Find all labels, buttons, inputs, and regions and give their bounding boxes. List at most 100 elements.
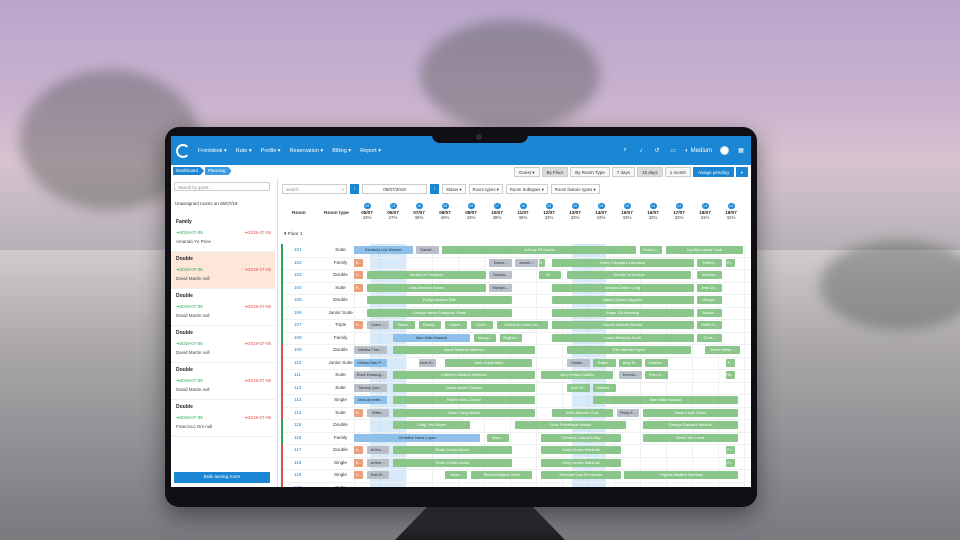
booking-bar[interactable]: Sarah Liane Dixon	[642, 408, 738, 417]
booking-bar[interactable]: Ti...	[725, 358, 736, 367]
by-room-type-button[interactable]: By Room Type	[570, 167, 610, 177]
search-icon[interactable]: ⌕	[623, 147, 627, 153]
booking-bar[interactable]: Kimberly Crédo Cu...	[497, 321, 548, 329]
booking-bar[interactable]: Jerry Fellea Castillo	[541, 371, 613, 379]
booking-bar[interactable]: Harold Salomé Woods	[551, 321, 694, 329]
booking-bar[interactable]: Kathy Cléopatre Laurence	[551, 258, 694, 267]
booking-bar[interactable]: Dennis...	[619, 371, 642, 379]
booking-bar[interactable]: Kathe...	[445, 321, 468, 329]
booking-bar[interactable]: Jean Annette...	[354, 396, 387, 404]
room-number[interactable]: 106	[294, 309, 302, 315]
booking-bar[interactable]: Carolyn Marie-Françoise Shaw	[367, 308, 512, 317]
booking-bar[interactable]: Robin Crédo Morris	[393, 458, 512, 467]
date-input[interactable]: 05/07/2019	[362, 183, 427, 194]
booking-bar[interactable]: Virginia Madline Martinez	[624, 471, 738, 479]
booking-bar[interactable]: Kimberly Lila Weaver	[354, 246, 413, 254]
avatar[interactable]	[720, 146, 729, 155]
booking-bar[interactable]: Arthur ...	[367, 446, 390, 454]
booking-bar[interactable]: Ralph...	[593, 358, 616, 367]
nav-billing[interactable]: Billing ▾	[332, 147, 352, 154]
booking-bar[interactable]: George Gaétane Medina	[642, 421, 738, 429]
assign-pending-dropdown[interactable]: ▾	[735, 167, 749, 177]
booking-bar[interactable]: Arthur ...	[367, 458, 390, 467]
inbox-icon[interactable]: ▭	[670, 148, 676, 154]
booking-bar[interactable]: Nancy...	[473, 333, 496, 342]
room-number[interactable]: 119	[294, 472, 302, 477]
booking-bar[interactable]: Jean Zh...	[697, 283, 723, 292]
booking-bar[interactable]: Craig Yéu Meyer	[393, 421, 470, 429]
booking-bar[interactable]: Shirley Ran P...	[354, 358, 387, 367]
booking-bar[interactable]: K...	[354, 321, 364, 329]
booking-bar[interactable]: Kelly Léonie Marshall	[541, 458, 621, 467]
booking-bar[interactable]: Mildred...	[593, 383, 616, 392]
booking-bar[interactable]: Chris...	[697, 333, 723, 342]
booking-bar[interactable]: Tammy...	[489, 271, 512, 279]
unassigned-card[interactable]: Double ➜2019-07-05 ➜2019-07-06 David Mar…	[171, 252, 275, 289]
booking-bar[interactable]: Amy M...	[619, 358, 642, 367]
booking-bar[interactable]: David...	[489, 258, 512, 267]
booking-bar[interactable]: Laura Séverine Scott	[551, 333, 694, 342]
booking-bar[interactable]: Robert Inès Cooper	[393, 396, 535, 404]
booking-bar[interactable]: Evelyn Andrés Ellis	[367, 296, 512, 304]
booking-bar[interactable]: Jessica...	[645, 358, 668, 367]
booking-bar[interactable]: Sarah Táng Walker	[393, 408, 535, 417]
booking-bar[interactable]: Vane...	[445, 471, 468, 479]
booking-bar[interactable]: Roger Zhi Kennedy	[551, 308, 694, 317]
nav-reservation[interactable]: Reservation ▾	[289, 147, 324, 154]
booking-bar[interactable]: Gregor...	[697, 296, 723, 304]
booking-bar[interactable]: Richard Mijane Wells	[471, 471, 533, 479]
guest-search-input[interactable]: Search by guest...	[174, 182, 270, 191]
room-number[interactable]: 115	[294, 422, 302, 427]
booking-bar[interactable]: Tammy Quo...	[354, 383, 387, 392]
room-types-filter[interactable]: Room types ▾	[468, 183, 503, 194]
booking-bar[interactable]: El...	[725, 458, 736, 467]
breadcrumb-planning[interactable]: Planning	[205, 167, 232, 175]
booking-bar[interactable]: Keith M...	[697, 321, 723, 329]
assign-pending-button[interactable]: Assign pending	[693, 167, 734, 177]
booking-bar[interactable]: Mary...	[486, 433, 509, 442]
nav-rate[interactable]: Rate ▾	[235, 147, 252, 154]
booking-bar[interactable]: Julia Zenobie Evans	[367, 283, 486, 292]
booking-bar[interactable]: Antonio Celine Long	[551, 283, 694, 292]
breadcrumb-dashboard[interactable]: Dashboard	[173, 167, 205, 175]
room-number[interactable]: 103	[294, 272, 302, 277]
booking-bar[interactable]: Rb...	[725, 371, 736, 379]
booking-bar[interactable]: Diane Yao Lewis	[642, 433, 738, 442]
room-number[interactable]: 102	[294, 259, 302, 265]
booking-bar[interactable]: Jane Ki...	[419, 358, 437, 367]
room-number[interactable]: 108	[294, 334, 302, 340]
booking-bar[interactable]: Jeffery...	[697, 258, 723, 267]
booking-bar[interactable]: Martin...	[567, 358, 590, 367]
booking-bar[interactable]: Martha Ther...	[354, 346, 387, 354]
seven-days-button[interactable]: 7 days	[611, 167, 635, 177]
booking-bar[interactable]: Donald To Alvarez	[567, 271, 691, 279]
booking-bar[interactable]: Kelly Léonie Marshall	[541, 446, 621, 454]
booking-bar[interactable]: Kevin L...	[640, 246, 663, 254]
floor-toggle[interactable]: ▾ Floor 1	[284, 232, 303, 237]
booking-bar[interactable]: Chris Frédérique Harper	[515, 421, 626, 429]
booking-bar[interactable]: K...	[354, 258, 364, 267]
booking-bar[interactable]: Earl Ei...	[367, 471, 390, 479]
bell-icon[interactable]: ♪	[639, 147, 643, 154]
bulk-assign-button[interactable]: Bulk assing room	[174, 472, 270, 483]
planning-search-input[interactable]: search ⌕	[282, 183, 347, 194]
booking-bar[interactable]: Andrew...	[697, 271, 723, 279]
booking-bar[interactable]: Gerald Lei Simpson	[367, 271, 486, 279]
booking-bar[interactable]: Alan Milla Howard	[593, 396, 738, 404]
booking-bar[interactable]: Deborah Lina Fernandez	[541, 471, 621, 479]
booking-bar[interactable]: Robin Crédo Morris	[393, 446, 512, 454]
booking-bar[interactable]: Annie Mélyz...	[705, 346, 741, 354]
booking-bar[interactable]: Sarah...	[393, 321, 416, 329]
booking-bar[interactable]: Randy...	[419, 321, 442, 329]
room-number[interactable]: 118	[294, 459, 302, 465]
unassigned-card[interactable]: Double ➜2019-07-05 ➜2019-07-06 David Mar…	[171, 289, 275, 326]
hotel-selector[interactable]: ◐ Medium	[685, 148, 712, 154]
booking-bar[interactable]: Eric Mandle Taylor	[567, 346, 691, 354]
booking-bar[interactable]: Christine Liliana Kelley	[541, 433, 621, 442]
booking-bar[interactable]: Cynthia Liliana Cook	[666, 246, 743, 254]
booking-bar[interactable]: Daniel...	[416, 246, 439, 254]
booking-bar[interactable]: Christine Neha Lopez	[354, 433, 481, 442]
booking-bar[interactable]: Earl Hi...	[567, 383, 590, 392]
unassigned-card[interactable]: Double ➜2019-07-05 ➜2019-07-06 David Mar…	[171, 326, 275, 363]
room-number[interactable]: 109	[294, 347, 302, 352]
